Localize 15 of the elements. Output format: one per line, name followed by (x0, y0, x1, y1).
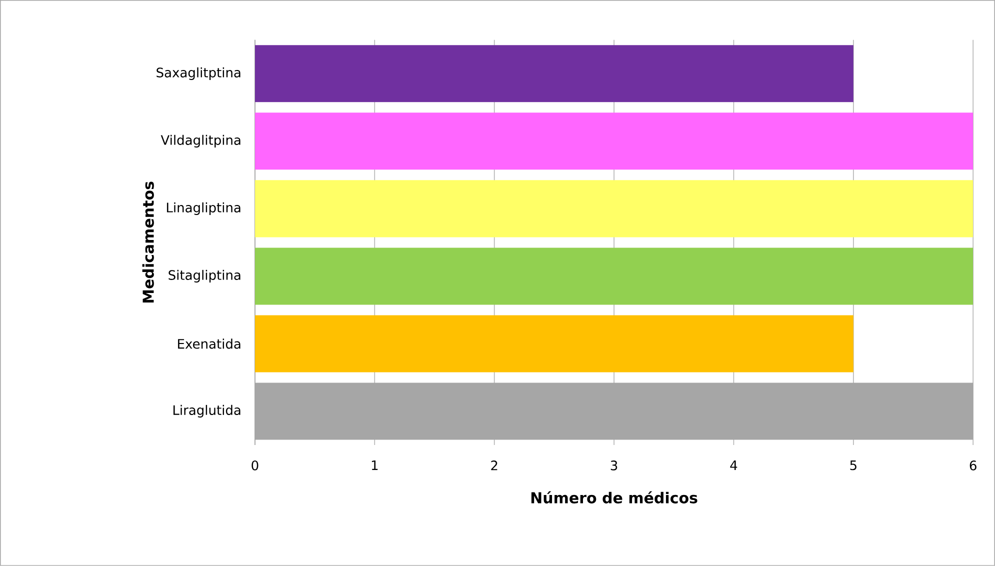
y-tick-label: Vildaglitpina (160, 134, 240, 148)
x-axis-title: Número de médicos (531, 491, 698, 504)
y-tick-label: Liraglutida (173, 404, 240, 418)
x-tick-label: 4 (730, 460, 738, 470)
y-axis-title: Medicamentos (142, 182, 154, 303)
y-tick-label: Sitagliptina (168, 270, 240, 283)
x-tick-label: 0 (252, 460, 258, 470)
y-tick-label: Linagliptina (166, 202, 240, 216)
x-tick-label: 1 (372, 460, 378, 470)
y-tick-label: Exenatida (178, 338, 240, 349)
x-tick-label: 6 (970, 460, 976, 470)
x-tick-label: 2 (491, 460, 498, 470)
x-tick-label: 5 (850, 460, 856, 470)
y-tick-label: Saxaglitptina (156, 67, 240, 80)
x-tick-label: 3 (610, 460, 618, 470)
